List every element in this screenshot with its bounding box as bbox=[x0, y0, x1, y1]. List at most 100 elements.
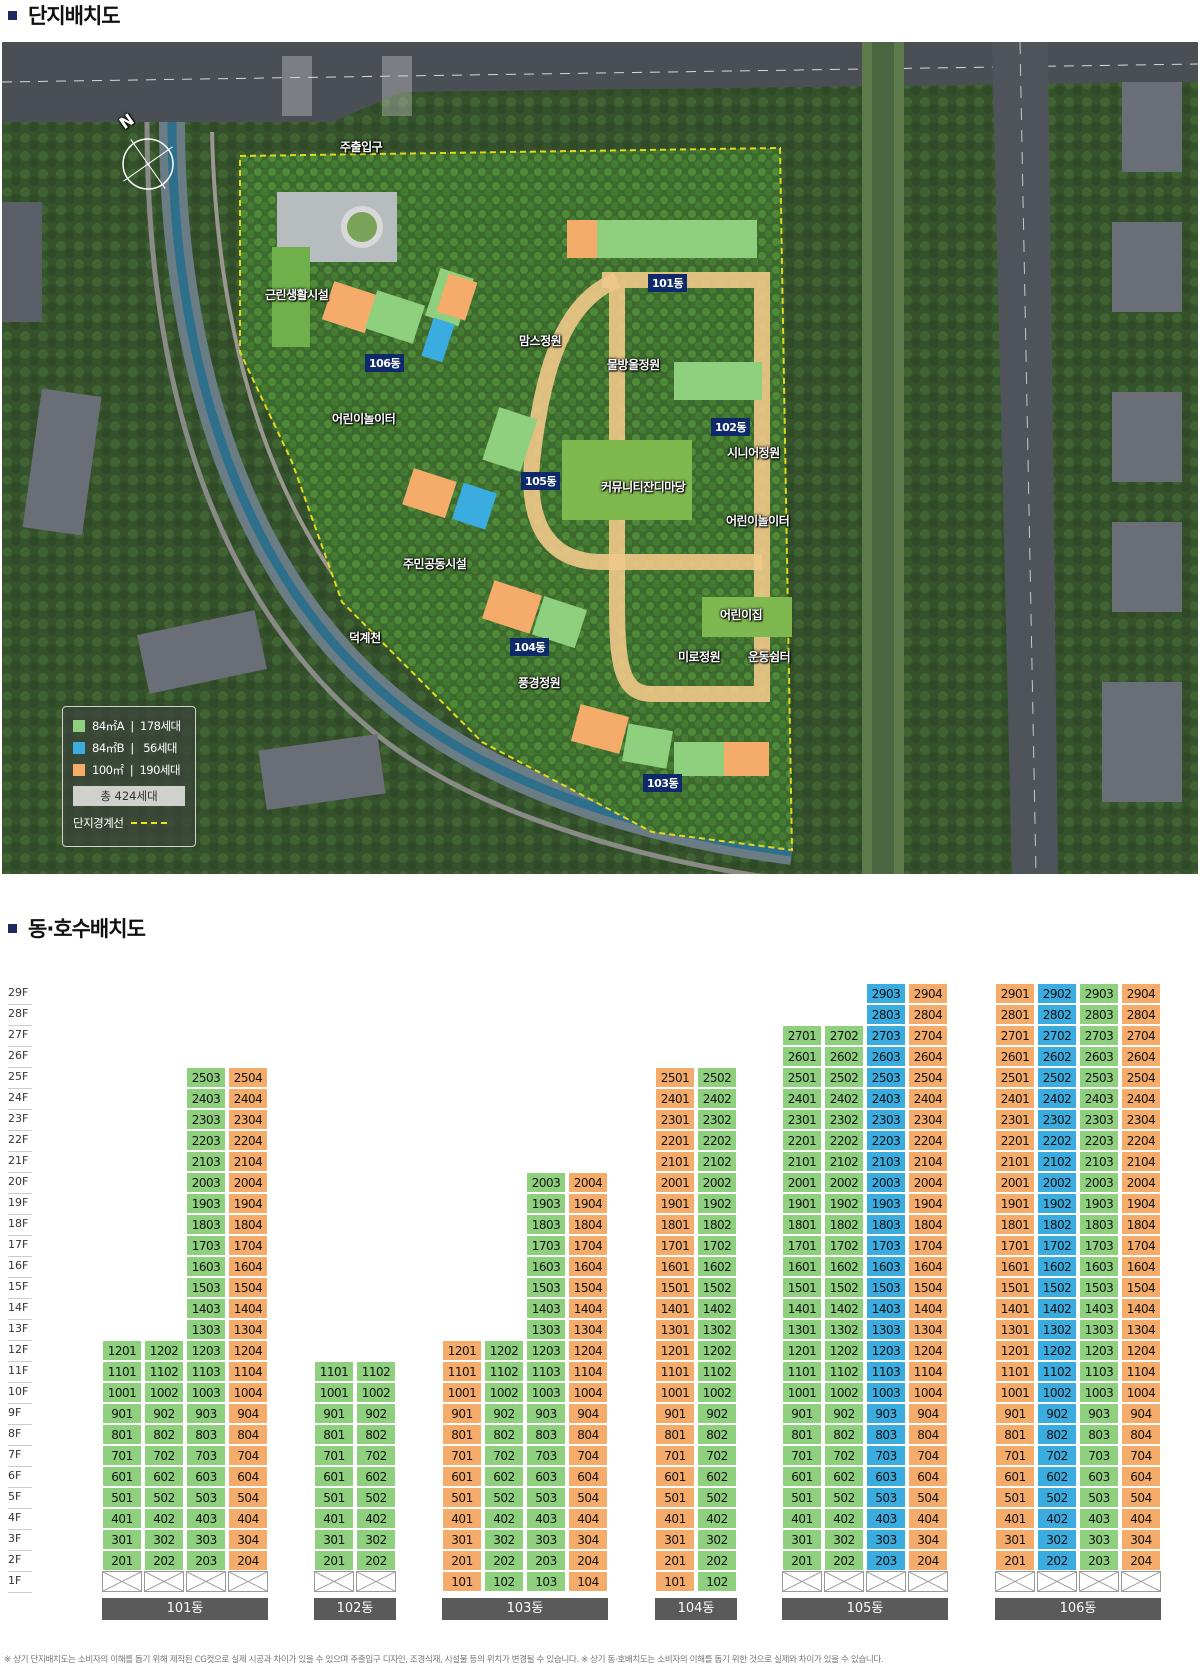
unit-cell: 1904 bbox=[908, 1193, 948, 1214]
unit-cell: 2003 bbox=[1079, 1172, 1119, 1193]
unit-cell: 1604 bbox=[1121, 1256, 1161, 1277]
unit-cell: 701 bbox=[995, 1445, 1035, 1466]
unit-cell: 802 bbox=[356, 1424, 396, 1445]
unit-cell: 1901 bbox=[995, 1193, 1035, 1214]
unit-cell: 303 bbox=[186, 1529, 226, 1550]
unit-cell: 801 bbox=[782, 1424, 822, 1445]
unit-cell: 1103 bbox=[186, 1361, 226, 1382]
unit-cell: 302 bbox=[824, 1529, 864, 1550]
legend-row: 100㎡ | 190세대 bbox=[73, 759, 185, 781]
unit-cell: 701 bbox=[782, 1445, 822, 1466]
unit-cell: 504 bbox=[228, 1487, 268, 1508]
unit-cell: 1603 bbox=[186, 1256, 226, 1277]
unit-cell: 703 bbox=[1079, 1445, 1119, 1466]
unit-cell: 1901 bbox=[655, 1193, 695, 1214]
unit-cell: 203 bbox=[526, 1550, 566, 1571]
unit-cell: 2601 bbox=[782, 1046, 822, 1067]
unit-cell: 1404 bbox=[228, 1298, 268, 1319]
unit-cell: 503 bbox=[526, 1487, 566, 1508]
unit-cell: 703 bbox=[526, 1445, 566, 1466]
unit-cell: 1803 bbox=[186, 1214, 226, 1235]
piloti-cell bbox=[228, 1571, 268, 1592]
unit-cell: 1704 bbox=[908, 1235, 948, 1256]
building-label: 102동 bbox=[314, 1598, 396, 1620]
floor-label: 24F bbox=[8, 1091, 29, 1104]
floor-label: 20F bbox=[8, 1175, 29, 1188]
unit-cell: 2502 bbox=[697, 1067, 737, 1088]
unit-cell: 1304 bbox=[1121, 1319, 1161, 1340]
unit-cell: 1004 bbox=[568, 1382, 608, 1403]
unit-cell: 1303 bbox=[866, 1319, 906, 1340]
unit-cell: 1203 bbox=[1079, 1340, 1119, 1361]
unit-cell: 2103 bbox=[866, 1151, 906, 1172]
unit-cell: 1004 bbox=[228, 1382, 268, 1403]
unit-cell: 601 bbox=[442, 1466, 482, 1487]
unit-cell: 501 bbox=[782, 1487, 822, 1508]
unit-cell: 302 bbox=[144, 1529, 184, 1550]
unit-cell: 301 bbox=[995, 1529, 1035, 1550]
unit-cell: 603 bbox=[526, 1466, 566, 1487]
unit-cell: 604 bbox=[908, 1466, 948, 1487]
unit-cell: 1703 bbox=[186, 1235, 226, 1256]
unit-cell: 2101 bbox=[995, 1151, 1035, 1172]
floor-label: 19F bbox=[8, 1196, 29, 1209]
unit-cell: 1002 bbox=[697, 1382, 737, 1403]
floor-label: 18F bbox=[8, 1217, 29, 1230]
label-stream: 덕계천 bbox=[349, 631, 381, 645]
unit-cell: 402 bbox=[1037, 1508, 1077, 1529]
unit-cell: 1604 bbox=[568, 1256, 608, 1277]
unit-cell: 1604 bbox=[908, 1256, 948, 1277]
unit-cell: 1404 bbox=[568, 1298, 608, 1319]
floor-divider bbox=[8, 1361, 32, 1362]
unit-cell: 303 bbox=[866, 1529, 906, 1550]
unit-cell: 603 bbox=[866, 1466, 906, 1487]
unit-cell: 1603 bbox=[1079, 1256, 1119, 1277]
piloti-cell bbox=[356, 1571, 396, 1592]
unit-cell: 404 bbox=[1121, 1508, 1161, 1529]
unit-cell: 1004 bbox=[908, 1382, 948, 1403]
unit-cell: 501 bbox=[995, 1487, 1035, 1508]
unit-cell: 1001 bbox=[102, 1382, 142, 1403]
floor-label: 29F bbox=[8, 986, 29, 999]
unit-cell: 804 bbox=[568, 1424, 608, 1445]
unit-cell: 1103 bbox=[1079, 1361, 1119, 1382]
unit-cell: 2001 bbox=[995, 1172, 1035, 1193]
unit-cell: 2202 bbox=[824, 1130, 864, 1151]
unit-cell: 1403 bbox=[1079, 1298, 1119, 1319]
piloti-cell bbox=[782, 1571, 822, 1592]
unit-cell: 2401 bbox=[655, 1088, 695, 1109]
unit-cell: 1102 bbox=[484, 1361, 524, 1382]
floor-divider bbox=[8, 1445, 32, 1446]
building-label: 101동 bbox=[102, 1598, 268, 1620]
unit-cell: 503 bbox=[1079, 1487, 1119, 1508]
unit-cell: 1002 bbox=[144, 1382, 184, 1403]
building-label: 104동 bbox=[655, 1598, 737, 1620]
unit-cell: 804 bbox=[908, 1424, 948, 1445]
unit-cell: 304 bbox=[908, 1529, 948, 1550]
unit-cell: 1603 bbox=[866, 1256, 906, 1277]
legend-type: 84㎡A bbox=[92, 719, 125, 733]
unit-cell: 2903 bbox=[866, 983, 906, 1004]
unit-cell: 2404 bbox=[1121, 1088, 1161, 1109]
floor-divider bbox=[8, 1256, 32, 1257]
unit-cell: 901 bbox=[655, 1403, 695, 1424]
unit-cell: 2002 bbox=[1037, 1172, 1077, 1193]
floor-divider bbox=[8, 1172, 32, 1173]
unit-cell: 401 bbox=[782, 1508, 822, 1529]
unit-cell: 2502 bbox=[1037, 1067, 1077, 1088]
floor-label: 2F bbox=[8, 1553, 22, 1566]
unit-cell: 302 bbox=[1037, 1529, 1077, 1550]
unit-cell: 2303 bbox=[1079, 1109, 1119, 1130]
floor-divider bbox=[8, 1571, 32, 1572]
unit-cell: 2103 bbox=[1079, 1151, 1119, 1172]
unit-cell: 1702 bbox=[824, 1235, 864, 1256]
label-resident-facility: 주민공동시설 bbox=[403, 557, 467, 571]
unit-cell: 2404 bbox=[908, 1088, 948, 1109]
unit-cell: 204 bbox=[568, 1550, 608, 1571]
unit-cell: 2301 bbox=[995, 1109, 1035, 1130]
unit-cell: 2003 bbox=[526, 1172, 566, 1193]
legend-count: 190세대 bbox=[139, 763, 181, 777]
map-legend: 84㎡A | 178세대 84㎡B | 56세대 100㎡ | 190세대 총 … bbox=[62, 706, 196, 847]
floor-label: 8F bbox=[8, 1427, 22, 1440]
unit-cell: 102 bbox=[484, 1571, 524, 1592]
